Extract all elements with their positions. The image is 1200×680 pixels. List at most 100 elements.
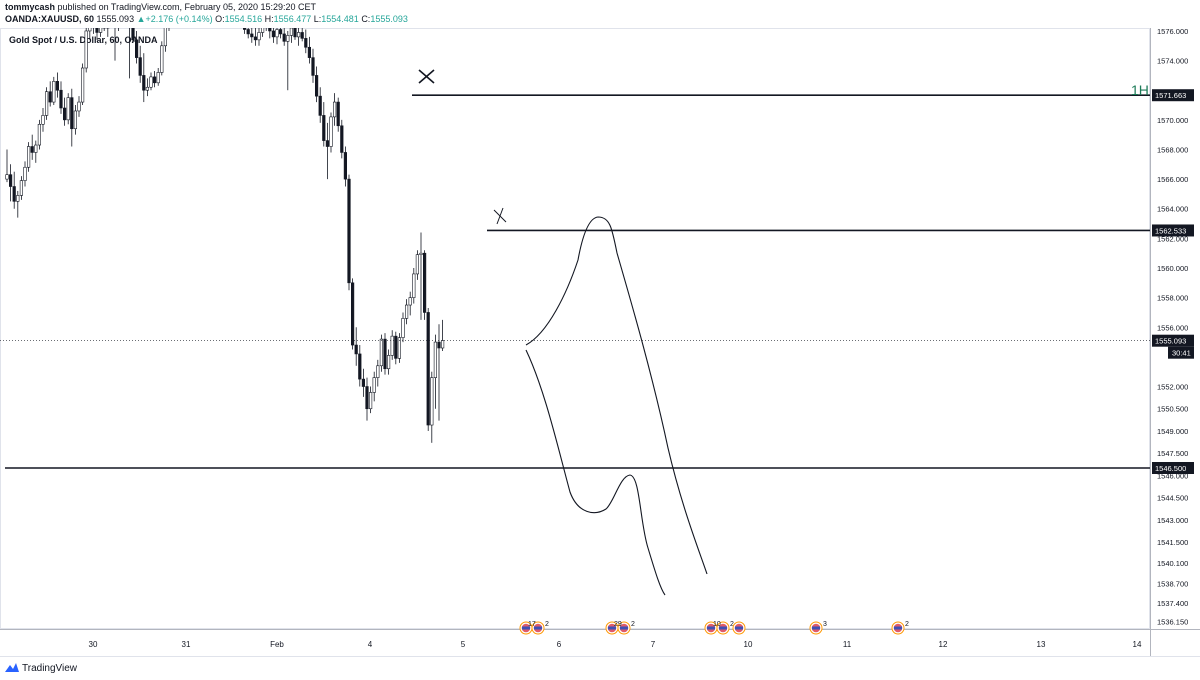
high-label: H:	[264, 14, 274, 24]
candle-body	[163, 28, 168, 47]
candle	[118, 28, 119, 31]
candle	[41, 108, 45, 132]
level-badge-label: 1571.663	[1155, 91, 1186, 100]
candle	[404, 299, 409, 325]
price-tick-label: 1546.000	[1157, 471, 1188, 480]
candle	[142, 53, 146, 103]
candle	[336, 97, 340, 132]
event-extra-count: 3	[823, 621, 827, 628]
price-tick-label: 1536.150	[1157, 617, 1188, 626]
candle	[397, 333, 402, 363]
candle	[156, 68, 160, 86]
change-arrow: ▲	[136, 14, 146, 24]
candle	[16, 190, 20, 218]
candle-body	[368, 392, 373, 410]
candle-body	[156, 72, 160, 84]
event-count: 29	[614, 621, 622, 628]
candle	[386, 349, 391, 375]
level-badge-label: 1546.500	[1155, 464, 1186, 473]
candle-body	[401, 318, 405, 338]
candle-body	[278, 29, 283, 35]
last-price-badge	[1152, 334, 1194, 347]
candle-body	[253, 36, 258, 41]
candle	[131, 28, 135, 43]
candle	[19, 176, 24, 200]
chart-title: Gold Spot / U.S. Dollar, 60, OANDA	[9, 35, 158, 45]
open-label: O:	[215, 14, 225, 24]
price-tick-label: 1537.400	[1157, 599, 1188, 608]
event-count: 17	[528, 621, 536, 628]
candle	[37, 119, 41, 150]
candle-body	[48, 91, 52, 103]
candle-body	[354, 344, 358, 355]
candle-body	[59, 89, 63, 109]
price-chart[interactable]: Gold Spot / U.S. Dollar, 60, OANDA 1H 15…	[0, 28, 1200, 656]
event-extra-count: 2	[905, 621, 909, 628]
plot-area[interactable]	[0, 28, 1150, 629]
candle	[135, 30, 139, 64]
time-tick-label: 10	[744, 640, 753, 649]
candle	[44, 87, 49, 120]
candle	[300, 28, 304, 42]
candle-body	[88, 28, 92, 32]
price-tick-label: 1576.000	[1157, 28, 1188, 36]
publisher-name[interactable]: tommycash	[5, 2, 56, 12]
candle-body	[361, 378, 366, 387]
candle	[48, 81, 52, 107]
candle-body	[325, 140, 330, 147]
candle	[368, 386, 373, 414]
candle-body	[340, 125, 344, 153]
candle	[394, 331, 398, 365]
event-extra-count: 2	[631, 621, 635, 628]
candle-body	[322, 115, 326, 141]
candle-body	[314, 75, 319, 97]
event-marker[interactable]: 17 2	[519, 621, 549, 635]
candle-body	[160, 45, 164, 73]
event-marker[interactable]: 2	[891, 621, 909, 635]
flag-icon-band	[534, 626, 542, 630]
candle-body	[44, 91, 49, 116]
candle	[253, 28, 258, 46]
level-badge	[1152, 462, 1194, 474]
candle	[95, 28, 99, 40]
candle	[99, 28, 103, 37]
candle-body	[149, 76, 153, 88]
candle-body	[307, 46, 312, 58]
candle-body	[286, 35, 290, 42]
candle-body	[257, 32, 261, 41]
event-marker[interactable]: 3	[809, 621, 827, 635]
price-tick-label: 1547.500	[1157, 449, 1188, 458]
time-tick-label: 30	[89, 640, 98, 649]
flag-icon-band	[522, 626, 530, 630]
close-value: 1555.093	[370, 14, 408, 24]
flag-icon-band	[812, 626, 820, 630]
candle-body	[55, 81, 59, 91]
candle-body	[153, 76, 157, 84]
event-marker[interactable]: 29 2	[605, 621, 635, 635]
candle	[70, 88, 74, 147]
candle	[163, 28, 168, 52]
price-tick-label: 1556.000	[1157, 323, 1188, 332]
candle	[390, 330, 394, 360]
candle	[138, 45, 142, 83]
candle	[422, 250, 427, 320]
candle-body	[95, 28, 99, 33]
candle	[55, 72, 59, 98]
economic-events[interactable]: 17 2 29 2 10 2 3 2	[519, 621, 909, 635]
candle-series	[5, 28, 445, 443]
tradingview-brand[interactable]: TradingView	[22, 663, 78, 674]
candle-body	[386, 355, 391, 370]
event-marker[interactable]: 10 2	[704, 621, 734, 635]
candle-body	[84, 30, 88, 69]
last-price-badge-label: 1555.093	[1155, 337, 1186, 346]
candle-body	[275, 29, 279, 38]
candle-body	[383, 338, 387, 370]
user-drawings: 1H	[418, 69, 1149, 596]
low-label: L:	[313, 14, 322, 24]
candle	[268, 28, 272, 39]
event-marker[interactable]	[732, 621, 746, 635]
time-tick-label: 6	[557, 640, 562, 649]
candle-body	[358, 353, 362, 380]
symbol-line[interactable]: OANDA:XAUUSD, 60	[5, 14, 95, 24]
time-tick-label: 7	[651, 640, 656, 649]
